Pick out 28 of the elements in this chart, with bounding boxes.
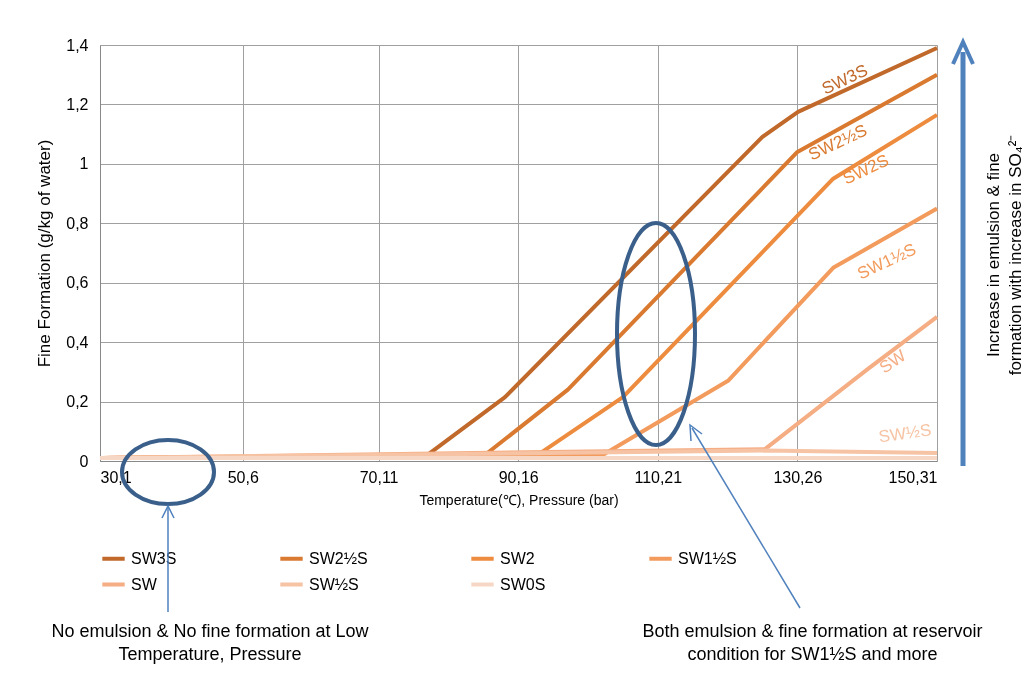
- legend-label: SW1½S: [678, 549, 737, 567]
- text: Both emulsion & fine formation at reservoir condition for SW1½S and more: [641, 620, 984, 667]
- y-tick-label: 0,4: [66, 333, 89, 351]
- x-axis-title: Temperature(℃), Pressure (bar): [419, 491, 619, 508]
- y-tick-label: 0,6: [66, 274, 89, 292]
- x-tick-label: 130,26: [773, 468, 823, 486]
- annotation: SW: [875, 345, 911, 379]
- legend-label: SW2½S: [309, 549, 368, 567]
- legend-label: SW½S: [309, 575, 359, 593]
- text: Increase in emulsion & fine formation with increase in SO₄²⁻: [982, 133, 1026, 378]
- legend-label: SW2: [500, 549, 535, 567]
- x-tick-label: 110,21: [634, 468, 683, 486]
- y-tick-label: 1,4: [66, 36, 89, 54]
- annotation: SW½S: [877, 419, 933, 449]
- x-tick-label: 90,16: [498, 468, 539, 486]
- y-axis-title: Fine Formation (g/kg of water): [35, 139, 55, 368]
- x-tick-label: 150,31: [888, 468, 938, 486]
- x-tick-label: 70,11: [359, 468, 399, 486]
- y-tick-label: 0: [79, 452, 89, 470]
- y-tick-label: 1: [79, 155, 89, 173]
- legend-label: SW: [131, 575, 158, 593]
- y-tick-label: 0,2: [66, 393, 89, 411]
- y-tick-label: 1,2: [66, 95, 89, 113]
- x-tick-label: 50,6: [227, 468, 259, 486]
- y-tick-label: 0,8: [66, 214, 89, 232]
- legend-label: SW0S: [500, 575, 546, 593]
- legend-label: SW3S: [131, 549, 177, 567]
- text: No emulsion & No fine formation at Low Temperature, Pressure: [50, 620, 370, 667]
